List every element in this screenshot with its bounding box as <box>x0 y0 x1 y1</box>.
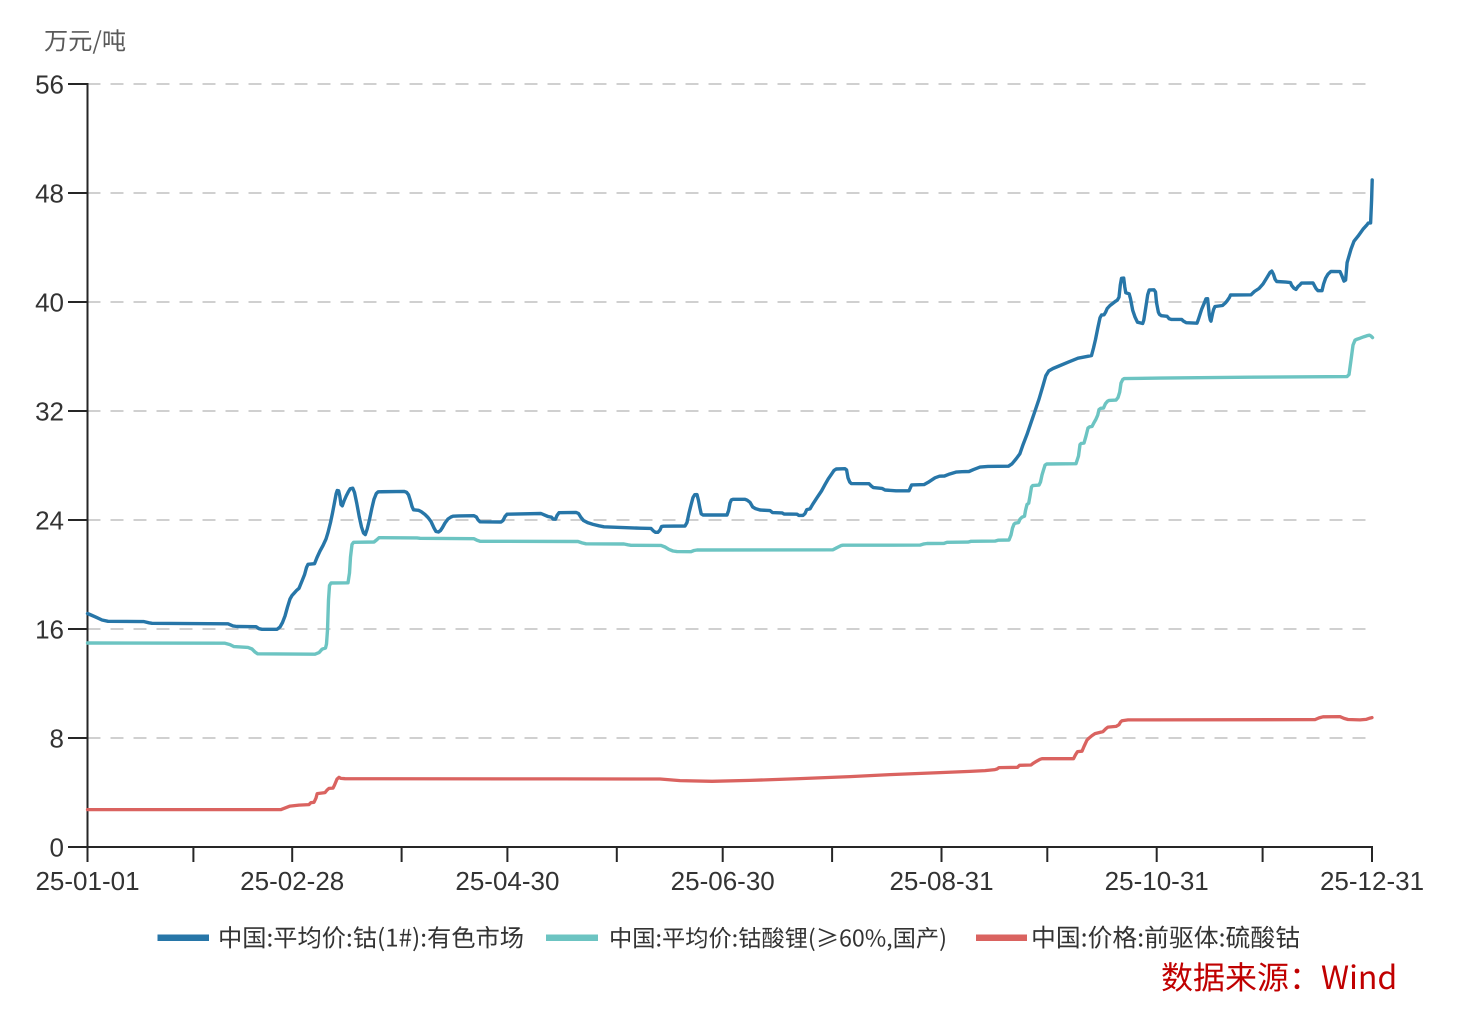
svg-text:8: 8 <box>50 724 64 754</box>
svg-text:32: 32 <box>35 397 64 427</box>
svg-text:24: 24 <box>35 506 64 536</box>
svg-text:56: 56 <box>35 70 64 100</box>
svg-text:25-01-01: 25-01-01 <box>35 866 139 896</box>
svg-text:25-06-30: 25-06-30 <box>671 866 775 896</box>
svg-text:25-04-30: 25-04-30 <box>455 866 559 896</box>
svg-text:25-02-28: 25-02-28 <box>240 866 344 896</box>
svg-text:40: 40 <box>35 288 64 318</box>
svg-text:25-12-31: 25-12-31 <box>1320 866 1424 896</box>
svg-text:0: 0 <box>50 833 64 863</box>
svg-text:25-10-31: 25-10-31 <box>1105 866 1209 896</box>
svg-text:16: 16 <box>35 615 64 645</box>
svg-text:25-08-31: 25-08-31 <box>889 866 993 896</box>
svg-text:48: 48 <box>35 179 64 209</box>
